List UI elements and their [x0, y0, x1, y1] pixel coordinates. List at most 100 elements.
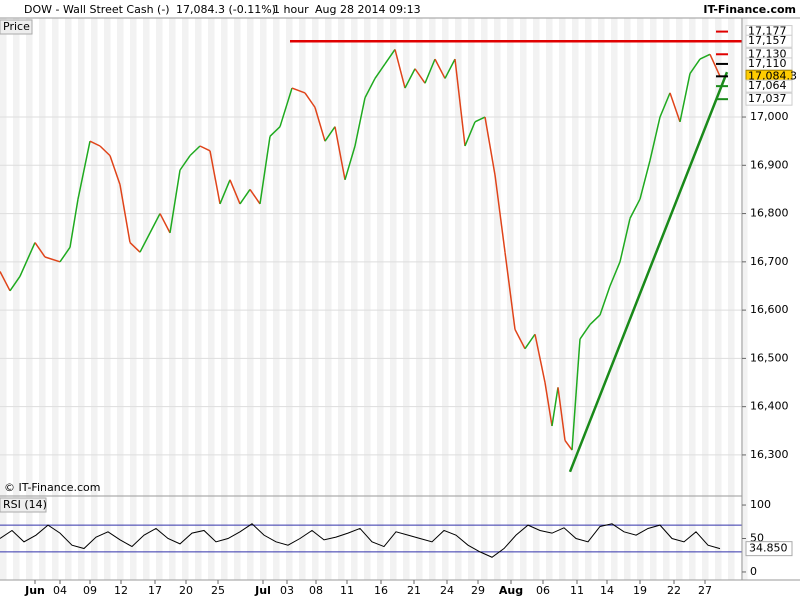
day-band — [377, 18, 384, 580]
day-band — [13, 18, 20, 580]
y-tick-label: 16,600 — [750, 303, 789, 316]
price-segment — [699, 53, 711, 60]
price-segment — [551, 387, 559, 427]
price-segment — [279, 87, 293, 127]
price-segment — [314, 107, 326, 142]
price-segment — [259, 136, 271, 205]
last-label: 34.850 — [749, 542, 788, 555]
price-segment — [44, 256, 61, 263]
rsi-line — [0, 523, 721, 558]
day-band — [494, 18, 501, 580]
price-segment — [169, 170, 181, 233]
price-segment — [229, 179, 241, 205]
day-band — [351, 18, 358, 580]
plot — [0, 39, 742, 558]
day-band — [78, 18, 85, 580]
price-segment — [434, 58, 446, 79]
quote: 17,084.3 (-0.11%) — [176, 3, 276, 16]
header-bar — [0, 0, 800, 18]
price-segment — [324, 126, 336, 142]
day-band — [572, 18, 579, 580]
y-tick-label: 16,900 — [750, 158, 789, 171]
day-band — [91, 18, 98, 580]
price-segment — [679, 73, 691, 123]
price-segment — [269, 126, 281, 137]
day-band — [390, 18, 397, 580]
day-band — [611, 18, 618, 580]
x-tick-label: 04 — [53, 584, 67, 597]
x-tick-label: 03 — [280, 584, 294, 597]
price-segment — [659, 92, 671, 118]
price-segment — [524, 333, 536, 350]
panel-title: RSI (14) — [3, 498, 47, 511]
timestamp: Aug 28 2014 09:13 — [315, 3, 421, 16]
price-segment — [384, 49, 396, 65]
day-band — [104, 18, 111, 580]
price-segment — [89, 140, 101, 147]
price-segment — [99, 145, 111, 157]
panel-tag — [0, 497, 47, 513]
day-band — [286, 18, 293, 580]
day-band — [507, 18, 514, 580]
day-band — [299, 18, 306, 580]
y-tick-label: 16,300 — [750, 448, 789, 461]
price-segment — [19, 242, 36, 277]
day-band — [65, 18, 72, 580]
day-band — [676, 18, 683, 580]
price-segment — [159, 213, 171, 234]
day-band — [273, 18, 280, 580]
day-band — [546, 18, 553, 580]
brand: IT-Finance.com — [703, 3, 796, 16]
x-tick-label: 25 — [211, 584, 225, 597]
price-segment — [209, 150, 221, 205]
y-tick-label: 17,000 — [750, 110, 789, 123]
price-segment — [69, 198, 79, 248]
price-segment — [34, 242, 46, 258]
price-segment — [494, 174, 506, 253]
price-segment — [374, 63, 386, 79]
x-tick-label: 12 — [114, 584, 128, 597]
day-band — [442, 18, 449, 580]
panel-title: Price — [3, 20, 30, 33]
day-bands — [0, 18, 748, 580]
y-tick-label: 0 — [750, 565, 757, 578]
day-band — [195, 18, 202, 580]
day-band — [741, 18, 748, 580]
price-segment — [619, 218, 631, 263]
y-tick-label: 16,400 — [750, 400, 789, 413]
day-band — [533, 18, 540, 580]
day-band — [468, 18, 475, 580]
price-segment — [534, 334, 546, 383]
price-segment — [571, 339, 581, 451]
interval: 1 hour — [273, 3, 309, 16]
price-segment — [589, 314, 601, 326]
x-tick-label: Aug — [499, 584, 523, 597]
y-tick-label: 16,700 — [750, 255, 789, 268]
x-tick-label: 14 — [600, 584, 614, 597]
x-tick-label: 22 — [667, 584, 681, 597]
price-segment — [239, 189, 251, 205]
x-tick-label: 09 — [83, 584, 97, 597]
price-segment — [139, 232, 151, 253]
panel-tag — [0, 19, 33, 35]
price-segment — [649, 116, 661, 161]
price-segment — [304, 92, 316, 108]
y-tick-label: 16,500 — [750, 351, 789, 364]
level-label: 17,064 — [748, 79, 787, 92]
x-tick-label: 08 — [309, 584, 323, 597]
x-tick-label: 11 — [570, 584, 584, 597]
price-segment — [504, 252, 516, 330]
day-band — [364, 18, 371, 580]
level-label: 17,157 — [748, 34, 787, 47]
price-segment — [129, 241, 141, 253]
day-band — [403, 18, 410, 580]
price-segment — [109, 155, 121, 185]
x-tick-label: 11 — [340, 584, 354, 597]
price-segment — [199, 145, 211, 152]
price-segment — [414, 68, 426, 84]
day-band — [234, 18, 241, 580]
level-box — [745, 79, 793, 93]
day-band — [338, 18, 345, 580]
price-segment — [544, 382, 553, 427]
price-segment — [454, 59, 466, 147]
